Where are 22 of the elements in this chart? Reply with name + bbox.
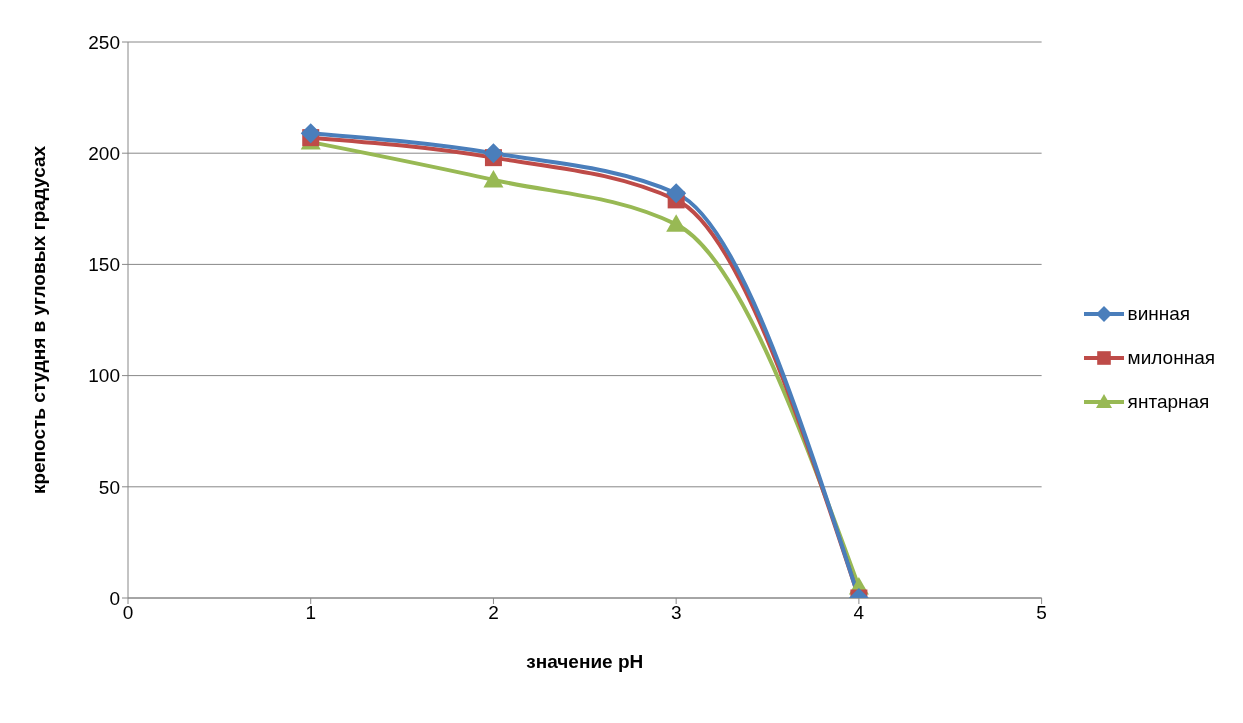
point: [666, 214, 687, 232]
y-tick-label: 200: [88, 142, 120, 164]
x-axis-title: значение pH: [526, 651, 644, 672]
point: [300, 123, 321, 144]
x-tick-label: 5: [1036, 602, 1047, 624]
y-axis-title: крепость студня в угловых градусах: [27, 145, 49, 495]
y-tick-label: 0: [109, 587, 120, 609]
x-tick-label: 0: [122, 602, 134, 624]
y-tick-label: 250: [88, 31, 120, 53]
y-tick-label: 50: [98, 476, 120, 498]
x-tick-label: 1: [305, 602, 317, 624]
x-tick-label: 2: [488, 602, 499, 624]
legend-label: милонная: [1127, 347, 1215, 369]
x-tick-label: 3: [670, 602, 682, 624]
point: [483, 143, 504, 164]
x-tick-label: 4: [853, 602, 865, 624]
point: [666, 183, 687, 204]
legend-label: янтарная: [1127, 391, 1210, 413]
y-tick-label: 150: [88, 254, 120, 276]
legend-label: винная: [1127, 303, 1191, 325]
y-tick-label: 100: [88, 365, 120, 387]
point: [483, 169, 504, 188]
